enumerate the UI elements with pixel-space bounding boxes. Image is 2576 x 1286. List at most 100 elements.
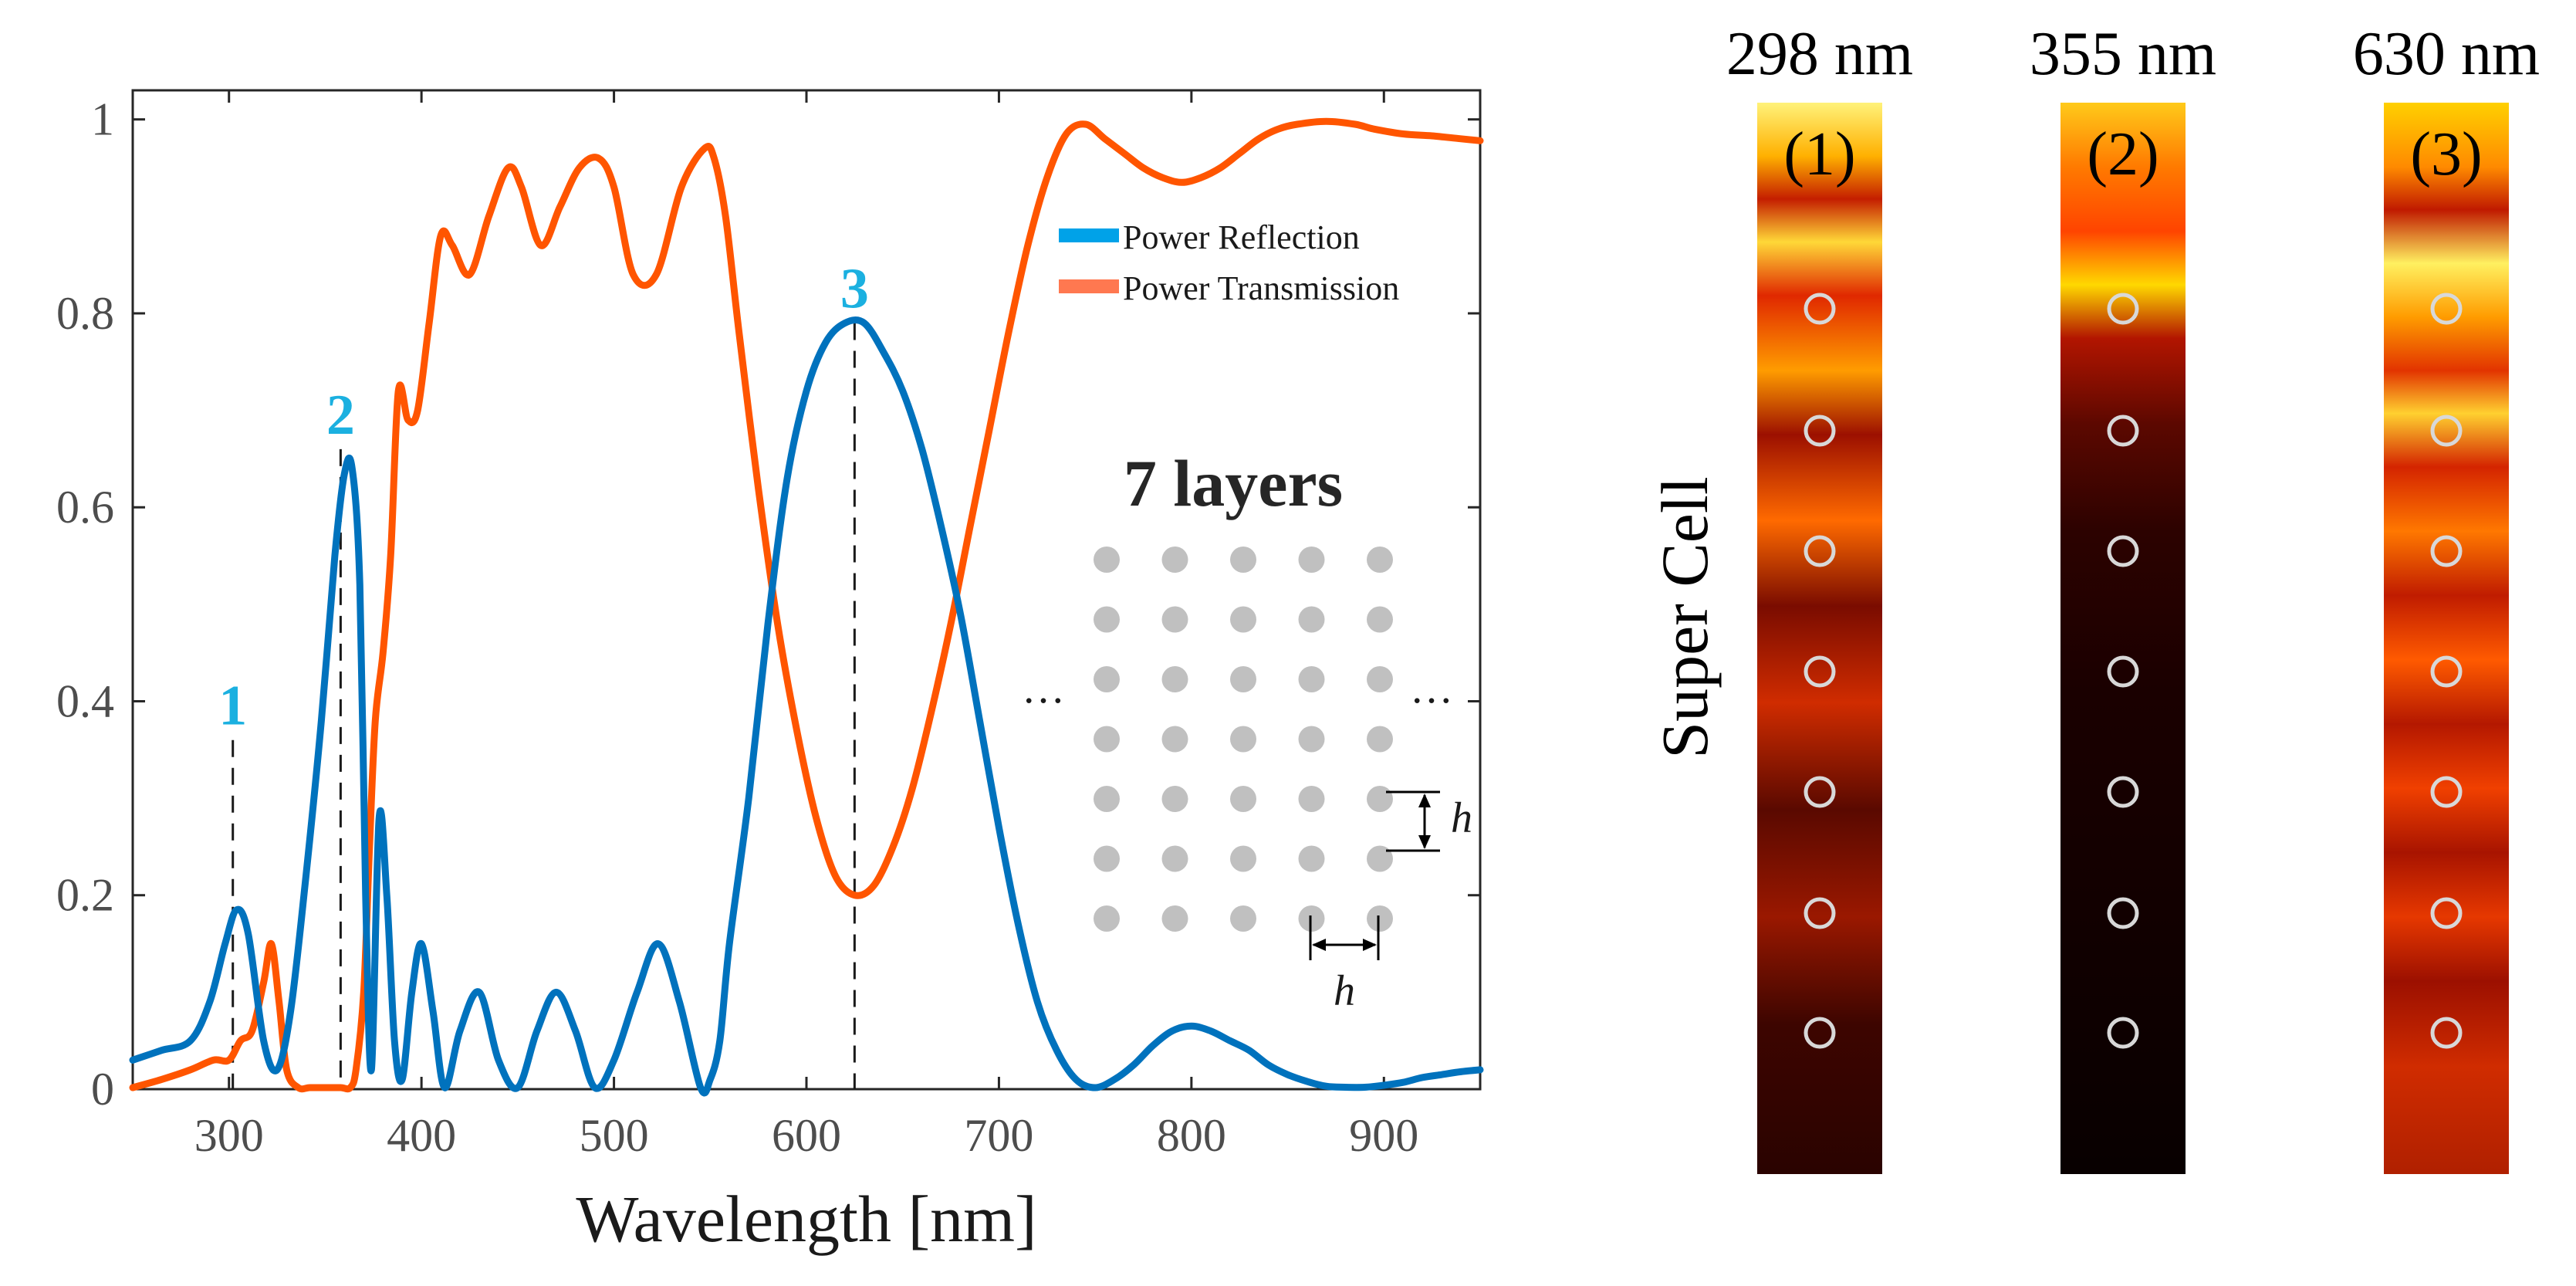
legend-label-transmission: Power Transmission	[1123, 269, 1399, 307]
panel-2-field-map	[2060, 103, 2186, 1174]
panel-3-wavelength: 630 nm	[2353, 20, 2540, 88]
x-tick-label: 800	[1157, 1110, 1226, 1161]
lattice-dot	[1367, 726, 1393, 753]
lattice-dot	[1367, 905, 1393, 932]
lattice-dot	[1230, 726, 1256, 753]
lattice-dot	[1161, 786, 1188, 812]
lattice-dot	[1367, 606, 1393, 633]
y-tick-label: 0.4	[56, 675, 114, 726]
y-tick-label: 1	[91, 94, 114, 145]
lattice-dot	[1298, 606, 1325, 633]
x-tick-label: 700	[964, 1110, 1033, 1161]
right-ellipsis: …	[1410, 665, 1453, 712]
marker-label-2: 2	[326, 384, 355, 447]
lattice-dot	[1230, 905, 1256, 932]
series-line-reflection	[129, 316, 1484, 1097]
rod-ring	[1804, 293, 1836, 325]
y-tick-label: 0.6	[56, 482, 114, 533]
horizontal-arrowhead-left	[1312, 939, 1326, 951]
lattice-dot	[1094, 666, 1120, 692]
field-panels: Super Cell 298 nm (1) 355 nm (2) 630 nm …	[1648, 20, 2540, 1174]
lattice-dot	[1094, 606, 1120, 633]
lattice-dot	[1094, 726, 1120, 753]
horizontal-dimension-label: h	[1334, 967, 1355, 1015]
rod-ring	[2107, 535, 2139, 567]
legend-swatch-transmission	[1059, 279, 1119, 293]
legend: Power Reflection Power Transmission	[1059, 218, 1399, 307]
lattice-dot	[1094, 905, 1120, 932]
marker-label-3: 3	[840, 258, 869, 321]
rod-ring	[2107, 897, 2139, 929]
lattice-dot	[1298, 726, 1325, 753]
super-cell-label: Super Cell	[1648, 476, 1722, 758]
x-tick-label: 400	[387, 1110, 456, 1161]
lattice-dot	[1230, 606, 1256, 633]
inset-title: 7 layers	[1124, 446, 1343, 520]
lattice-dot	[1367, 547, 1393, 573]
y-tick-label: 0.2	[56, 870, 114, 921]
horizontal-arrowhead-right	[1363, 939, 1377, 951]
rod-ring	[2430, 655, 2463, 688]
lattice-dot	[1094, 547, 1120, 573]
lattice-dot	[1161, 726, 1188, 753]
panel-3-index: (3)	[2410, 120, 2482, 188]
rod-ring	[2430, 1017, 2463, 1049]
lattice-dot	[1230, 845, 1256, 872]
rod-ring	[1804, 655, 1836, 688]
x-tick-label: 600	[772, 1110, 841, 1161]
lattice-dot	[1161, 905, 1188, 932]
panel-2-wavelength: 355 nm	[2030, 20, 2216, 88]
panel-3-rods	[2430, 293, 2463, 1049]
lattice-dot	[1230, 666, 1256, 692]
panel-1-field-map	[1757, 103, 1882, 1174]
vertical-arrowhead-down	[1418, 835, 1431, 849]
field-panel-2: 355 nm (2)	[2030, 20, 2216, 1174]
rod-ring	[1804, 535, 1836, 567]
rod-ring	[1804, 1017, 1836, 1049]
rod-ring	[2430, 897, 2463, 929]
panel-2-index: (2)	[2087, 120, 2158, 188]
vertical-arrowhead-up	[1418, 794, 1431, 807]
series-line-transmission	[129, 117, 1484, 1093]
lattice-dot	[1298, 845, 1325, 872]
rod-ring	[1804, 776, 1836, 808]
lattice-dot	[1094, 786, 1120, 812]
marker-labels: 1 2 3	[218, 258, 869, 738]
legend-swatch-reflection	[1059, 228, 1119, 242]
lattice-dots	[1094, 547, 1393, 932]
panel-1-index: (1)	[1783, 120, 1855, 188]
x-tick-label: 900	[1349, 1110, 1418, 1161]
field-panel-1: 298 nm (1)	[1726, 20, 1913, 1174]
rod-ring	[2107, 776, 2139, 808]
lattice-dot	[1161, 666, 1188, 692]
lattice-dot	[1230, 547, 1256, 573]
rod-ring	[2430, 535, 2463, 567]
legend-label-reflection: Power Reflection	[1123, 218, 1360, 256]
vertical-dimension-label: h	[1451, 794, 1472, 842]
lattice-dot	[1161, 606, 1188, 633]
panel-1-wavelength: 298 nm	[1726, 20, 1913, 88]
lattice-dot	[1161, 845, 1188, 872]
marker-label-1: 1	[218, 675, 247, 738]
rod-ring	[2430, 776, 2463, 808]
rod-ring	[2107, 1017, 2139, 1049]
lattice-dot	[1094, 845, 1120, 872]
panel-2-rods	[2107, 293, 2139, 1049]
x-tick-label: 500	[580, 1110, 649, 1161]
y-tick-label: 0.8	[56, 288, 114, 339]
panel-3-field-map	[2384, 103, 2509, 1174]
left-ellipsis: …	[1022, 665, 1065, 712]
rod-ring	[1804, 415, 1836, 447]
lattice-dot	[1367, 666, 1393, 692]
axis-tick-labels: 300 400 500 600 700 800 900 0 0.2 0.4 0.6 0.8 1	[56, 94, 1418, 1161]
lattice-dot	[1161, 547, 1188, 573]
rod-ring	[2430, 415, 2463, 447]
x-axis-title: Wavelength [nm]	[576, 1182, 1036, 1256]
y-tick-label: 0	[91, 1064, 114, 1115]
lattice-inset: 7 layers … … h h	[1022, 446, 1472, 1015]
lattice-dot	[1298, 786, 1325, 812]
lattice-dot	[1298, 547, 1325, 573]
x-tick-label: 300	[194, 1110, 264, 1161]
